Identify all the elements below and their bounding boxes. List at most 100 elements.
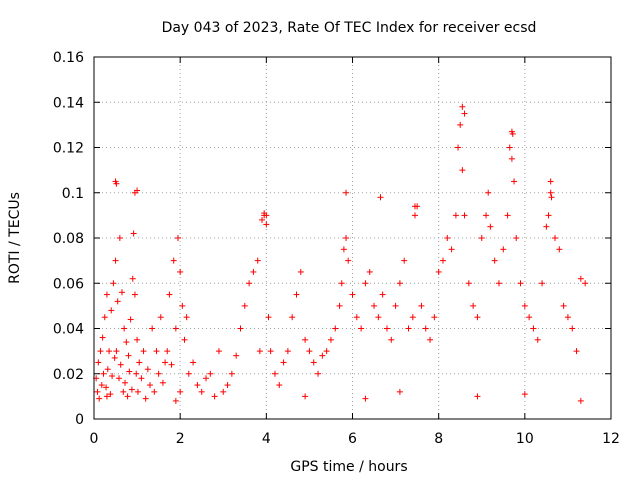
- data-point: [233, 352, 240, 359]
- data-point: [97, 348, 104, 355]
- y-tick-label: 0.1: [62, 186, 84, 202]
- data-point: [530, 325, 537, 332]
- data-point: [159, 379, 166, 386]
- y-tick-label: 0.06: [53, 276, 84, 292]
- data-point: [534, 336, 541, 343]
- x-tick-labels: 0 2 4 6 8 10 12: [90, 431, 620, 447]
- data-point: [172, 325, 179, 332]
- data-point: [319, 352, 326, 359]
- data-point: [577, 275, 584, 282]
- data-point: [134, 388, 141, 395]
- data-point: [409, 314, 416, 321]
- data-point: [427, 336, 434, 343]
- data-point: [246, 280, 253, 287]
- data-point: [94, 388, 101, 395]
- data-point: [284, 348, 291, 355]
- x-tick-label: 8: [434, 431, 443, 447]
- data-point: [177, 388, 184, 395]
- data-point: [113, 180, 120, 187]
- data-point: [256, 348, 263, 355]
- data-point: [539, 280, 546, 287]
- data-point: [211, 393, 218, 400]
- data-point: [241, 302, 248, 309]
- data-point: [340, 246, 347, 253]
- data-point: [526, 314, 533, 321]
- data-point: [280, 359, 287, 366]
- data-point: [545, 212, 552, 219]
- data-point: [500, 246, 507, 253]
- data-point: [379, 291, 386, 298]
- data-point: [306, 348, 313, 355]
- data-point: [547, 189, 554, 196]
- data-point: [297, 268, 304, 275]
- data-point: [401, 257, 408, 264]
- data-point: [194, 382, 201, 389]
- data-point: [548, 194, 555, 201]
- data-point: [109, 373, 116, 380]
- data-point: [573, 348, 580, 355]
- data-point: [551, 235, 558, 241]
- y-tick-labels: 0 0.02 0.04 0.06 0.08 0.1 0.12 0.14 0.16: [53, 50, 84, 428]
- data-point: [483, 212, 490, 219]
- data-point: [263, 221, 270, 228]
- data-point: [133, 370, 140, 377]
- data-point: [107, 391, 114, 398]
- data-point: [358, 325, 365, 332]
- data-point: [119, 289, 126, 296]
- data-point: [162, 359, 169, 366]
- data-point: [517, 280, 524, 287]
- data-point: [185, 370, 192, 377]
- data-point: [509, 130, 516, 137]
- data-point: [310, 359, 317, 366]
- data-point: [116, 235, 123, 241]
- x-tick-label: 6: [348, 431, 357, 447]
- y-tick-label: 0.12: [53, 141, 84, 157]
- data-point: [103, 291, 110, 298]
- data-point: [455, 144, 462, 151]
- data-point: [560, 302, 567, 309]
- data-point: [418, 302, 425, 309]
- data-point: [388, 336, 395, 343]
- data-point: [362, 395, 369, 402]
- data-point: [100, 370, 107, 377]
- data-point: [323, 348, 330, 355]
- data-point: [147, 382, 154, 389]
- data-point: [459, 103, 466, 110]
- data-point: [220, 388, 227, 395]
- data-point: [99, 334, 106, 341]
- data-point: [259, 216, 266, 223]
- data-point: [366, 268, 373, 275]
- data-point: [95, 359, 102, 366]
- data-point: [263, 212, 270, 219]
- data-point: [478, 235, 485, 241]
- data-point: [315, 370, 322, 377]
- data-point: [157, 314, 164, 321]
- data-point: [513, 235, 520, 241]
- data-point: [452, 212, 459, 219]
- data-point: [128, 386, 135, 393]
- data-point: [543, 223, 550, 230]
- data-point: [371, 302, 378, 309]
- x-tick-label: 4: [262, 431, 271, 447]
- x-tick-label: 2: [176, 431, 185, 447]
- data-point: [547, 178, 554, 185]
- data-point: [504, 212, 511, 219]
- data-point: [224, 382, 231, 389]
- data-point: [569, 325, 576, 332]
- data-point: [343, 189, 350, 196]
- data-point: [136, 359, 143, 366]
- data-point: [377, 194, 384, 201]
- data-point: [396, 388, 403, 395]
- data-point: [461, 110, 468, 117]
- data-point: [556, 246, 563, 253]
- data-point: [265, 314, 272, 321]
- data-point: [203, 375, 210, 382]
- y-tick-label: 0: [75, 412, 84, 428]
- data-point: [289, 314, 296, 321]
- data-point: [276, 382, 283, 389]
- x-tick-label: 0: [90, 431, 99, 447]
- data-point: [124, 393, 131, 400]
- data-point: [207, 370, 214, 377]
- data-point: [127, 316, 134, 323]
- data-point: [179, 302, 186, 309]
